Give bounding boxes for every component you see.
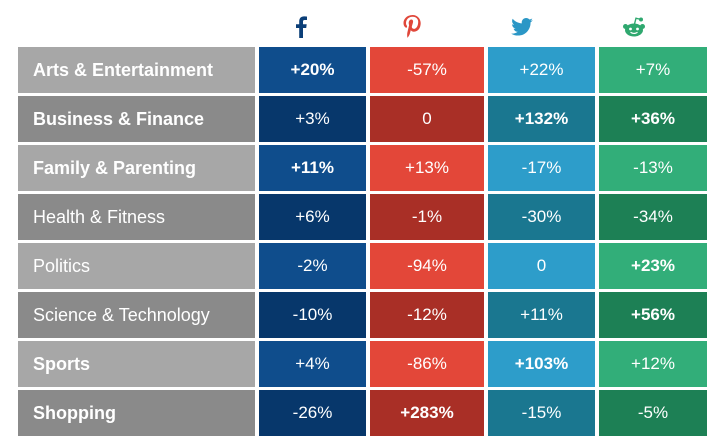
cell-twitter: -17% — [488, 145, 595, 191]
cell-reddit: -13% — [599, 145, 707, 191]
cell-facebook: +11% — [259, 145, 366, 191]
cell-pinterest: 0 — [370, 96, 484, 142]
table-row: Shopping -26% +283% -15% -5% — [18, 390, 707, 436]
pinterest-icon — [403, 15, 421, 38]
cell-pinterest: -12% — [370, 292, 484, 338]
cell-facebook: +20% — [259, 47, 366, 93]
twitter-icon — [511, 18, 533, 36]
row-label: Business & Finance — [18, 96, 255, 142]
cell-reddit: -5% — [599, 390, 707, 436]
cell-facebook: +6% — [259, 194, 366, 240]
table-row: Business & Finance +3% 0 +132% +36% — [18, 96, 707, 142]
cell-facebook: +4% — [259, 341, 366, 387]
header-facebook — [246, 14, 355, 40]
cell-pinterest: -86% — [370, 341, 484, 387]
table-row: Arts & Entertainment +20% -57% +22% +7% — [18, 47, 707, 93]
cell-twitter: +22% — [488, 47, 595, 93]
cell-reddit: -34% — [599, 194, 707, 240]
cell-reddit: +12% — [599, 341, 707, 387]
cell-reddit: +56% — [599, 292, 707, 338]
cell-twitter: 0 — [488, 243, 595, 289]
cell-twitter: -15% — [488, 390, 595, 436]
cell-facebook: -10% — [259, 292, 366, 338]
cell-pinterest: -1% — [370, 194, 484, 240]
cell-pinterest: +13% — [370, 145, 484, 191]
table-row: Family & Parenting +11% +13% -17% -13% — [18, 145, 707, 191]
header-pinterest — [359, 14, 465, 40]
header-twitter — [469, 14, 575, 40]
cell-reddit: +23% — [599, 243, 707, 289]
table-row: Sports +4% -86% +103% +12% — [18, 341, 707, 387]
row-label: Sports — [18, 341, 255, 387]
cell-twitter: +132% — [488, 96, 595, 142]
cell-twitter: -30% — [488, 194, 595, 240]
cell-facebook: -26% — [259, 390, 366, 436]
row-label: Health & Fitness — [18, 194, 255, 240]
table-row: Politics -2% -94% 0 +23% — [18, 243, 707, 289]
cell-pinterest: +283% — [370, 390, 484, 436]
row-label: Family & Parenting — [18, 145, 255, 191]
row-label: Arts & Entertainment — [18, 47, 255, 93]
data-table: Arts & Entertainment +20% -57% +22% +7% Busin… — [14, 44, 711, 439]
table-row: Science & Technology -10% -12% +11% +56% — [18, 292, 707, 338]
row-label: Science & Technology — [18, 292, 255, 338]
cell-pinterest: -57% — [370, 47, 484, 93]
reddit-icon — [622, 17, 645, 37]
cell-pinterest: -94% — [370, 243, 484, 289]
row-label: Politics — [18, 243, 255, 289]
cell-twitter: +103% — [488, 341, 595, 387]
cell-twitter: +11% — [488, 292, 595, 338]
cell-reddit: +7% — [599, 47, 707, 93]
cell-facebook: -2% — [259, 243, 366, 289]
cell-reddit: +36% — [599, 96, 707, 142]
facebook-icon — [295, 16, 307, 38]
cell-facebook: +3% — [259, 96, 366, 142]
header-reddit — [579, 14, 688, 40]
table-row: Health & Fitness +6% -1% -30% -34% — [18, 194, 707, 240]
row-label: Shopping — [18, 390, 255, 436]
